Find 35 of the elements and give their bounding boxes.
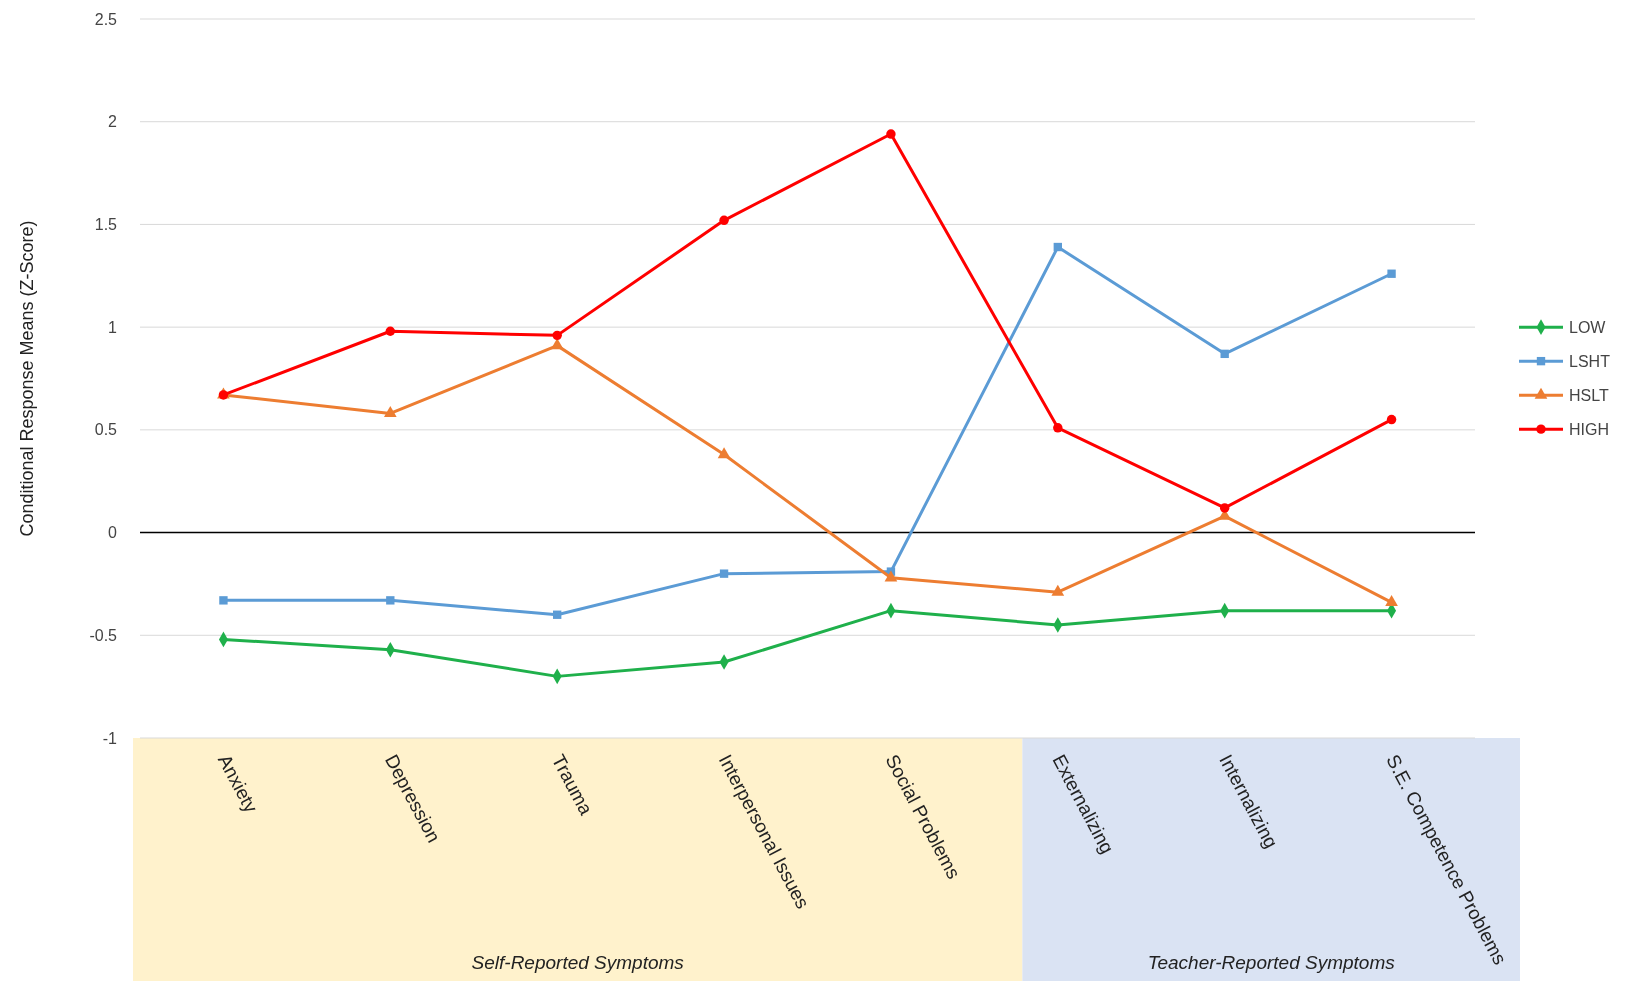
- point: [383, 406, 397, 418]
- point: [553, 610, 562, 619]
- y-tick-label: -0.5: [89, 626, 118, 644]
- y-tick-label: 2: [108, 113, 118, 131]
- point: [1053, 242, 1062, 252]
- point: [1053, 423, 1063, 433]
- point: [1220, 349, 1229, 359]
- point: [719, 215, 729, 226]
- y-tick-label: 1: [108, 318, 118, 336]
- point: [386, 596, 395, 605]
- y-tick-label: 0: [108, 524, 118, 542]
- point: [385, 326, 396, 336]
- legend-label: LSHT: [1569, 352, 1611, 370]
- y-tick-label: -1: [102, 729, 118, 747]
- point: [552, 330, 562, 341]
- point: [719, 569, 729, 578]
- y-tick-label: 0.5: [94, 421, 118, 439]
- point: [884, 570, 898, 582]
- y-axis-title: Conditional Response Means (Z-Score): [17, 220, 37, 537]
- legend-label: LOW: [1569, 318, 1607, 336]
- point: [1219, 503, 1230, 513]
- y-tick-label: 2.5: [94, 10, 118, 28]
- point: [717, 447, 731, 459]
- legend-label: HIGH: [1569, 420, 1609, 438]
- point: [1051, 584, 1065, 596]
- text: Teacher-Reported Symptoms: [1147, 952, 1396, 973]
- point: [1385, 595, 1398, 607]
- text: Self-Reported Symptoms: [471, 952, 685, 973]
- point: [886, 129, 896, 139]
- point: [219, 596, 228, 605]
- legend-label: HSLT: [1569, 386, 1609, 404]
- point: [550, 338, 564, 350]
- point: [1386, 414, 1397, 425]
- point: [1387, 269, 1396, 278]
- y-tick-label: 1.5: [94, 216, 118, 234]
